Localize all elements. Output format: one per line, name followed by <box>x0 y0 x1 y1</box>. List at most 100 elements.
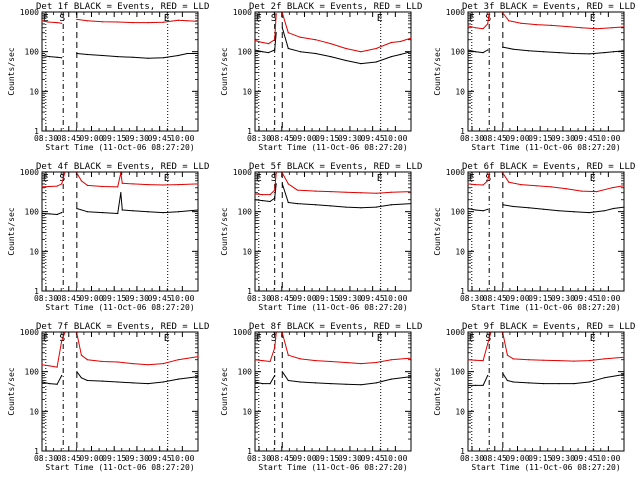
data-point <box>132 183 134 185</box>
data-point <box>197 183 199 185</box>
plot-frame <box>254 11 412 132</box>
data-point <box>623 26 625 28</box>
data-point <box>281 332 283 334</box>
data-point <box>49 383 51 385</box>
data-point <box>475 384 477 386</box>
data-point <box>390 41 392 44</box>
y-tick-label: 100 <box>25 368 40 377</box>
data-point <box>274 39 276 41</box>
marker-label-start: E <box>256 173 262 184</box>
data-point <box>345 206 347 208</box>
data-point <box>275 172 277 174</box>
data-point <box>49 365 51 367</box>
y-tick-label: 100 <box>25 208 40 217</box>
x-tick-label: 08:45 <box>270 134 294 143</box>
marker-label-start: E <box>256 333 262 344</box>
marker-label-s: S <box>59 13 65 24</box>
x-tick-label: 09:30 <box>125 454 149 463</box>
x-tick-label: 09:15 <box>315 294 339 303</box>
data-point <box>506 379 508 382</box>
data-point <box>269 200 271 203</box>
x-tick-label: 09:30 <box>338 294 362 303</box>
x-tick-label: 09:00 <box>292 454 316 463</box>
data-point <box>528 382 530 384</box>
data-point <box>520 22 522 24</box>
data-point <box>281 172 283 174</box>
marker-label-end: E <box>590 173 596 184</box>
data-point <box>177 184 179 186</box>
data-point <box>262 51 264 53</box>
data-point <box>132 363 134 365</box>
data-point <box>197 376 199 378</box>
series-lld <box>76 18 199 24</box>
data-point <box>375 382 377 384</box>
marker-label-start: E <box>43 333 49 344</box>
data-point <box>147 364 149 366</box>
data-point <box>262 360 264 362</box>
data-point <box>41 212 43 215</box>
data-point <box>588 53 590 55</box>
panel-det3f: Det 3f BLACK = Events, RED = LLD 1 10 100 10… <box>433 2 635 152</box>
data-point <box>177 359 179 361</box>
data-point <box>315 39 317 41</box>
data-point <box>281 183 283 185</box>
x-axis-label: Start Time (11-Oct-06 08:27:20) <box>258 143 407 152</box>
marker-label-start: E <box>43 173 49 184</box>
data-point <box>487 343 489 345</box>
y-tick-label: 1000 <box>233 168 252 177</box>
x-tick-label: 09:45 <box>148 294 172 303</box>
x-tick-label: 08:30 <box>34 134 58 143</box>
data-point <box>410 51 412 53</box>
y-tick-label: 1000 <box>20 328 39 337</box>
data-point <box>262 41 264 44</box>
data-point <box>345 383 347 385</box>
data-point <box>274 189 276 191</box>
data-point <box>269 194 271 196</box>
data-point <box>410 203 412 205</box>
data-point <box>61 212 63 214</box>
data-point <box>102 360 104 363</box>
data-point <box>487 180 489 182</box>
x-tick-label: 08:45 <box>483 454 507 463</box>
y-tick-label: 100 <box>25 48 40 57</box>
series-lld <box>502 172 625 193</box>
data-point <box>482 360 484 362</box>
x-tick-label: 10:00 <box>383 134 407 143</box>
y-tick-label: 100 <box>238 368 253 377</box>
data-point <box>390 191 392 193</box>
data-point <box>502 372 504 375</box>
data-point <box>506 354 508 356</box>
data-point <box>512 205 514 208</box>
data-point <box>117 56 119 58</box>
data-point <box>573 211 575 213</box>
data-point <box>482 184 484 186</box>
data-point <box>147 22 149 24</box>
data-point <box>274 347 276 349</box>
data-point <box>345 361 347 364</box>
data-point <box>287 47 289 50</box>
data-point <box>512 358 514 360</box>
data-point <box>520 184 522 186</box>
data-point <box>275 32 277 34</box>
series-events <box>41 212 62 215</box>
data-point <box>76 371 78 373</box>
series-events <box>41 375 63 385</box>
y-tick-label: 1 <box>34 287 39 296</box>
data-point <box>41 364 43 366</box>
data-point <box>502 46 504 48</box>
panel-det2f: Det 2f BLACK = Events, RED = LLD 1 10 100 10… <box>220 2 422 152</box>
data-point <box>117 186 119 188</box>
series-events <box>468 375 489 386</box>
data-point <box>147 57 149 59</box>
data-point <box>535 24 537 26</box>
x-axis-label: Start Time (11-Oct-06 08:27:20) <box>258 303 407 312</box>
data-point <box>612 207 614 210</box>
x-tick-label: 09:00 <box>505 134 529 143</box>
x-axis-label: Start Time (11-Oct-06 08:27:20) <box>471 463 620 472</box>
x-axis-label: Start Time (11-Oct-06 08:27:20) <box>258 463 407 472</box>
y-tick-label: 1 <box>460 447 465 456</box>
x-tick-label: 09:15 <box>102 454 126 463</box>
data-point <box>177 378 179 380</box>
data-point <box>345 47 347 50</box>
